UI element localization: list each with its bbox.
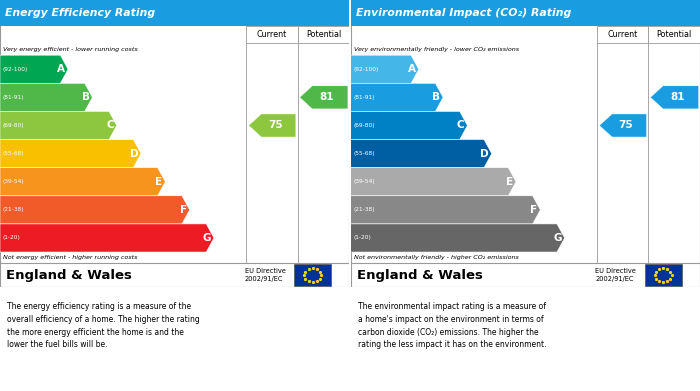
Bar: [351, 0, 700, 27]
Text: EU Directive
2002/91/EC: EU Directive 2002/91/EC: [595, 268, 636, 282]
Text: (69-80): (69-80): [3, 123, 25, 128]
Text: D: D: [480, 149, 489, 159]
Polygon shape: [0, 83, 92, 111]
Text: Potential: Potential: [657, 30, 692, 39]
Text: Not environmentally friendly - higher CO₂ emissions: Not environmentally friendly - higher CO…: [354, 255, 519, 260]
Polygon shape: [0, 196, 190, 224]
Text: C: C: [457, 120, 465, 131]
Polygon shape: [351, 111, 468, 140]
Text: C: C: [106, 120, 114, 131]
Polygon shape: [599, 114, 647, 137]
Text: Not energy efficient - higher running costs: Not energy efficient - higher running co…: [4, 255, 138, 260]
Text: (39-54): (39-54): [3, 179, 25, 184]
Polygon shape: [0, 55, 68, 83]
Text: 81: 81: [670, 92, 685, 102]
Polygon shape: [300, 86, 348, 109]
Text: Very environmentally friendly - lower CO₂ emissions: Very environmentally friendly - lower CO…: [354, 47, 519, 52]
Text: G: G: [202, 233, 211, 243]
Polygon shape: [650, 86, 699, 109]
Text: (39-54): (39-54): [354, 179, 375, 184]
Text: (81-91): (81-91): [354, 95, 375, 100]
Bar: [298, 27, 349, 43]
Polygon shape: [0, 224, 214, 252]
Text: 75: 75: [619, 120, 633, 131]
Text: England & Wales: England & Wales: [357, 269, 483, 282]
Text: Potential: Potential: [306, 30, 341, 39]
Text: G: G: [553, 233, 562, 243]
Text: (21-38): (21-38): [3, 207, 25, 212]
Text: Current: Current: [608, 30, 638, 39]
Text: B: B: [82, 92, 90, 102]
Text: (92-100): (92-100): [354, 67, 379, 72]
Polygon shape: [351, 55, 419, 83]
Bar: [645, 264, 682, 286]
Polygon shape: [0, 111, 117, 140]
Polygon shape: [351, 83, 443, 111]
Text: D: D: [130, 149, 138, 159]
Text: The environmental impact rating is a measure of
a home's impact on the environme: The environmental impact rating is a mea…: [358, 302, 546, 350]
Bar: [246, 27, 298, 43]
Bar: [596, 27, 648, 43]
Text: EU Directive
2002/91/EC: EU Directive 2002/91/EC: [244, 268, 286, 282]
Text: (55-68): (55-68): [354, 151, 375, 156]
Bar: [0, 0, 349, 27]
Polygon shape: [351, 168, 516, 196]
Text: Very energy efficient - lower running costs: Very energy efficient - lower running co…: [4, 47, 138, 52]
Text: F: F: [180, 205, 187, 215]
Text: Current: Current: [257, 30, 287, 39]
Text: (21-38): (21-38): [354, 207, 375, 212]
Text: B: B: [433, 92, 440, 102]
Polygon shape: [0, 140, 141, 168]
Bar: [0, 263, 349, 287]
Text: 81: 81: [319, 92, 334, 102]
Polygon shape: [351, 140, 491, 168]
Polygon shape: [0, 168, 165, 196]
Text: (1-20): (1-20): [354, 235, 372, 240]
Text: The energy efficiency rating is a measure of the
overall efficiency of a home. T: The energy efficiency rating is a measur…: [7, 302, 199, 350]
Text: Environmental Impact (CO₂) Rating: Environmental Impact (CO₂) Rating: [356, 8, 571, 18]
Polygon shape: [351, 196, 540, 224]
Polygon shape: [351, 224, 565, 252]
Bar: [648, 27, 700, 43]
Text: (81-91): (81-91): [3, 95, 25, 100]
Text: A: A: [408, 64, 416, 74]
Bar: [351, 263, 700, 287]
Text: E: E: [155, 177, 162, 187]
Text: E: E: [506, 177, 513, 187]
Text: (69-80): (69-80): [354, 123, 375, 128]
Text: (55-68): (55-68): [3, 151, 25, 156]
Text: (92-100): (92-100): [3, 67, 28, 72]
Text: A: A: [57, 64, 65, 74]
Polygon shape: [248, 114, 296, 137]
Text: England & Wales: England & Wales: [6, 269, 132, 282]
Text: Energy Efficiency Rating: Energy Efficiency Rating: [5, 8, 155, 18]
Bar: [294, 264, 331, 286]
Text: (1-20): (1-20): [3, 235, 21, 240]
Text: F: F: [531, 205, 538, 215]
Text: 75: 75: [268, 120, 282, 131]
